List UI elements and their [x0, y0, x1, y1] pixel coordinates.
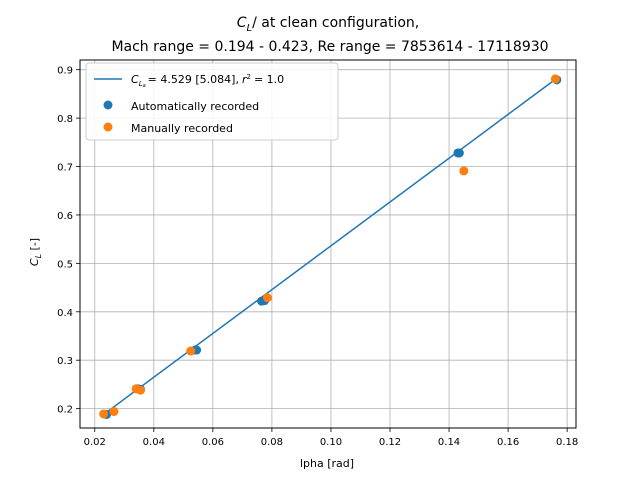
auto-recorded-point: [455, 148, 464, 157]
manual-recorded-point: [551, 74, 560, 83]
chart-title-line2: Mach range = 0.194 - 0.423, Re range = 7…: [111, 39, 548, 55]
x-tick-label: 0.08: [261, 437, 283, 448]
legend-manual-marker: [104, 123, 113, 132]
y-tick-label: 0.4: [57, 308, 73, 319]
manual-recorded-point: [459, 166, 468, 175]
y-tick-label: 0.5: [57, 259, 73, 270]
manual-recorded-point: [186, 347, 195, 356]
x-tick-label: 0.16: [497, 437, 519, 448]
x-axis-label: lpha [rad]: [300, 457, 354, 470]
x-tick-label: 0.04: [143, 437, 165, 448]
x-tick-label: 0.14: [438, 437, 460, 448]
x-tick-label: 0.06: [202, 437, 224, 448]
legend-auto-marker: [104, 101, 113, 110]
y-tick-label: 0.7: [57, 163, 73, 174]
legend-auto-label: Automatically recorded: [131, 100, 259, 113]
manual-recorded-point: [263, 293, 272, 302]
legend-fit-value: = 4.529 [5.084],: [148, 73, 239, 86]
legend-fit-r2: = 1.0: [254, 73, 284, 86]
legend-manual-label: Manually recorded: [131, 122, 233, 135]
manual-recorded-point: [99, 409, 108, 418]
x-axis-ticks: 0.02 0.04 0.06 0.08 0.10 0.12 0.14 0.16 0.18: [84, 428, 579, 448]
x-tick-label: 0.18: [556, 437, 578, 448]
y-tick-label: 0.3: [57, 356, 73, 367]
x-tick-label: 0.02: [84, 437, 106, 448]
x-tick-label: 0.10: [320, 437, 342, 448]
y-axis-label: CL [-]: [28, 238, 43, 266]
manual-recorded-point: [136, 386, 145, 395]
y-tick-label: 0.8: [57, 114, 73, 125]
y-tick-label: 0.2: [57, 405, 73, 416]
chart-title-line1: CL/ at clean configuration,: [237, 15, 419, 34]
y-tick-label: 0.6: [57, 211, 73, 222]
legend: CLa = 4.529 [5.084], r2 = 1.0 Automatically…: [86, 63, 338, 140]
x-tick-label: 0.12: [379, 437, 401, 448]
y-axis-ticks: 0.2 0.3 0.4 0.5 0.6 0.7 0.8 0.9: [57, 66, 80, 416]
manual-recorded-point: [109, 407, 118, 416]
y-tick-label: 0.9: [57, 66, 73, 77]
